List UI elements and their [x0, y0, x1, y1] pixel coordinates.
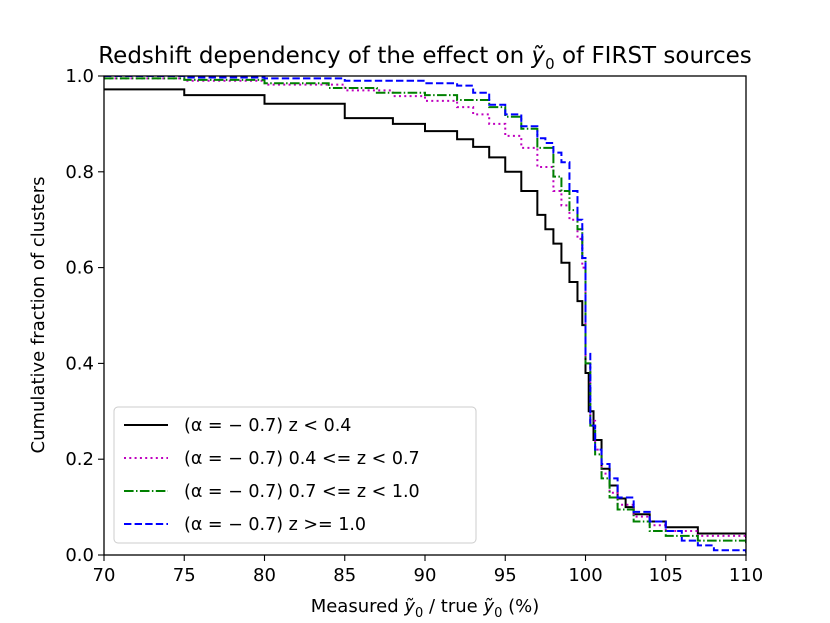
x-tick-label: 80	[253, 565, 276, 586]
y-tick-label: 0.8	[65, 162, 94, 183]
series-layer	[104, 76, 746, 553]
y-tick-label: 0.0	[65, 545, 94, 566]
x-tick-label: 85	[333, 565, 356, 586]
x-axis-label: Measured ỹ0 / true ỹ0 (%)	[311, 596, 540, 621]
legend-label-4: (α = − 0.7) z >= 1.0	[184, 515, 366, 535]
x-tick-label: 75	[173, 565, 196, 586]
y-axis: 0.0 0.2 0.4 0.6 0.8 1.0	[65, 66, 104, 566]
x-tick-label: 70	[93, 565, 116, 586]
x-tick-label: 90	[414, 565, 437, 586]
y-tick-label: 0.4	[65, 353, 94, 374]
series-line-4	[104, 76, 746, 553]
series-line-1	[104, 88, 746, 539]
legend-box	[113, 406, 477, 544]
y-axis-label: Cumulative fraction of clusters	[28, 177, 49, 454]
y-tick-label: 0.2	[65, 449, 94, 470]
series-line-3	[104, 77, 746, 546]
x-tick-label: 110	[729, 565, 763, 586]
legend-label-2: (α = − 0.7) 0.4 <= z < 0.7	[184, 449, 420, 469]
y-tick-label: 1.0	[65, 66, 94, 87]
legend: (α = − 0.7) z < 0.4 (α = − 0.7) 0.4 <= z …	[113, 406, 477, 544]
x-tick-label: 105	[649, 565, 683, 586]
x-axis: 70 75 80 85 90 95 100 105 110	[93, 555, 763, 586]
x-tick-label: 95	[494, 565, 517, 586]
legend-label-3: (α = − 0.7) 0.7 <= z < 1.0	[184, 482, 420, 502]
legend-label-1: (α = − 0.7) z < 0.4	[184, 416, 351, 436]
plot-area	[103, 75, 747, 556]
chart-title: Redshift dependency of the effect on ỹ0 …	[98, 43, 752, 73]
x-tick-label: 100	[568, 565, 602, 586]
y-tick-label: 0.6	[65, 258, 94, 279]
